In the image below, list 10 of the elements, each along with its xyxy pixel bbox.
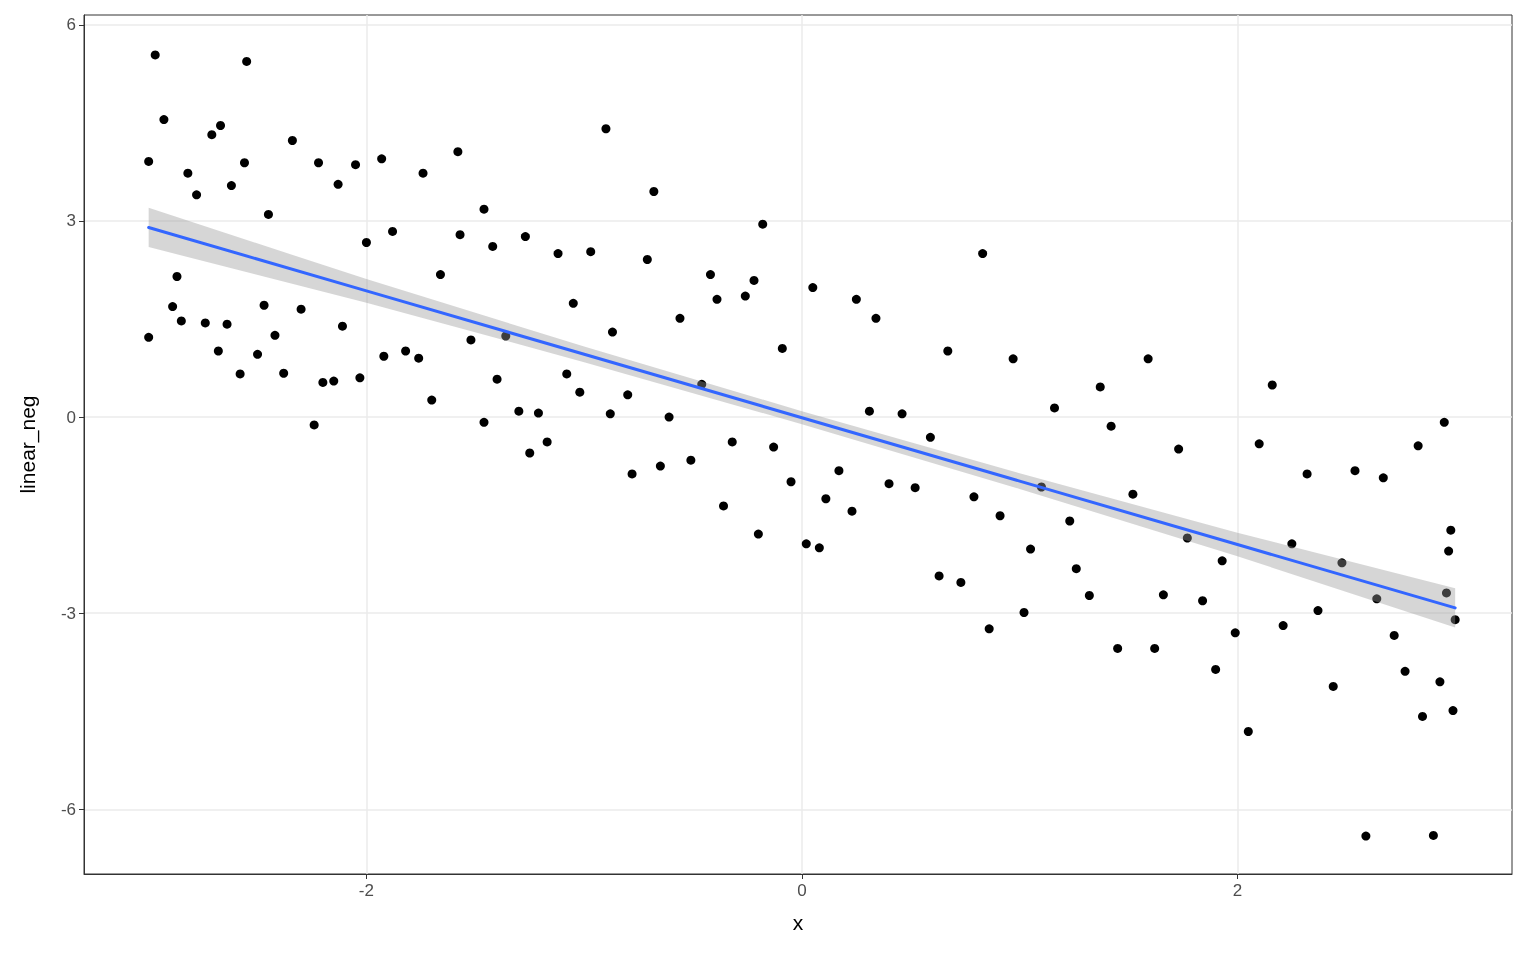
y-axis-title: linear_neg [16, 395, 40, 494]
x-tick-label: 2 [1232, 881, 1243, 900]
y-tick-label: -3 [60, 603, 76, 623]
y-tick-label: 0 [66, 407, 76, 427]
y-tick-label: -6 [60, 799, 76, 819]
y-tick-label: 6 [66, 15, 76, 35]
y-tick-label: 3 [66, 211, 76, 231]
x-tick-label: 0 [797, 881, 807, 900]
x-tick-label: -2 [358, 881, 374, 900]
x-axis-title: x [792, 911, 804, 934]
